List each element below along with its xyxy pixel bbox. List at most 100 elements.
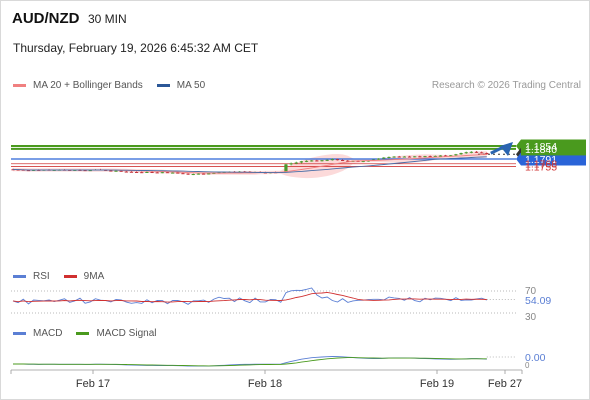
candle-body bbox=[83, 170, 87, 172]
rsi-legend: RSI 9MA bbox=[13, 271, 118, 282]
timeframe-label: 30 MIN bbox=[88, 12, 127, 26]
candle-body bbox=[88, 170, 92, 172]
rsi-line bbox=[12, 287, 487, 305]
candle-body bbox=[150, 171, 154, 173]
candle-body bbox=[119, 170, 123, 172]
candle-body bbox=[330, 159, 334, 161]
candle-body bbox=[346, 160, 350, 162]
candle-body bbox=[109, 170, 113, 172]
candle-body bbox=[196, 173, 200, 175]
macd-legend: MACD MACD Signal bbox=[13, 328, 170, 339]
candle-body bbox=[361, 161, 365, 163]
rsi-level-70-label: 70 bbox=[525, 286, 537, 297]
candle-body bbox=[335, 159, 340, 161]
level-tag-1-1791 bbox=[516, 152, 586, 166]
candle-body bbox=[325, 159, 329, 161]
legend-macd-signal: MACD Signal bbox=[76, 328, 156, 339]
rsi-ma-swatch bbox=[63, 275, 77, 278]
macd-legend-label: MACD bbox=[33, 328, 63, 339]
research-credit: Research © 2026 Trading Central bbox=[431, 80, 581, 91]
x-tick-label-2: Feb 19 bbox=[420, 378, 454, 390]
macd-zero-label: 0 bbox=[525, 361, 530, 370]
legend-bollinger: MA 20 + Bollinger Bands bbox=[13, 80, 143, 91]
legend-macd: MACD bbox=[13, 328, 62, 339]
candle-body bbox=[207, 173, 211, 175]
macd-signal-legend-label: MACD Signal bbox=[96, 328, 157, 339]
macd-signal-swatch bbox=[76, 332, 90, 335]
candle-body bbox=[356, 160, 360, 162]
candle-body bbox=[407, 156, 412, 158]
candle-body bbox=[181, 173, 185, 175]
candle-body bbox=[423, 156, 427, 158]
rsi-legend-label: RSI bbox=[33, 271, 50, 282]
candle-body bbox=[444, 155, 448, 157]
candle-body bbox=[449, 155, 453, 157]
datetime-label: Thursday, February 19, 2026 6:45:32 AM C… bbox=[13, 41, 259, 55]
candle-body bbox=[454, 154, 458, 156]
level-label-1-1768: 1.1768 bbox=[525, 159, 557, 171]
candle-body bbox=[304, 160, 309, 162]
candle-body bbox=[129, 171, 134, 173]
candle-body bbox=[474, 151, 479, 153]
candle-body bbox=[392, 156, 396, 158]
legend-rsi: RSI bbox=[13, 271, 50, 282]
ma50-legend-label: MA 50 bbox=[176, 80, 206, 91]
candle-body bbox=[469, 151, 473, 153]
candle-body bbox=[480, 152, 484, 154]
x-tick-label-1: Feb 18 bbox=[248, 378, 282, 390]
level-label-1-1791: 1.1791 bbox=[525, 154, 557, 166]
symbol-title: AUD/NZD bbox=[12, 10, 80, 27]
candle-body bbox=[459, 153, 463, 155]
candle-body bbox=[171, 172, 175, 174]
candle-body bbox=[140, 172, 144, 174]
legend-ma50: MA 50 bbox=[156, 80, 206, 91]
candle-body bbox=[382, 157, 386, 159]
candle-body bbox=[165, 172, 170, 174]
rsi-value-label: 54.09 bbox=[525, 295, 551, 307]
rsi-level-30-label: 30 bbox=[525, 312, 537, 323]
bollinger-band bbox=[13, 151, 487, 179]
forecast-arrow-shaft bbox=[490, 145, 504, 155]
candle-body bbox=[26, 170, 31, 172]
resistance-tag-block bbox=[521, 139, 586, 156]
rsi-swatch bbox=[13, 275, 26, 278]
macd-value-label: 0.00 bbox=[525, 352, 546, 364]
candle-body bbox=[315, 160, 319, 162]
candle-body bbox=[428, 156, 432, 158]
bollinger-legend-label: MA 20 + Bollinger Bands bbox=[33, 80, 143, 91]
candle-body bbox=[160, 172, 164, 174]
candle-body bbox=[310, 160, 314, 162]
candle-body bbox=[289, 163, 293, 165]
candle-body bbox=[438, 155, 443, 157]
candle-body bbox=[341, 160, 345, 162]
macd-swatch bbox=[13, 332, 26, 335]
candle-body bbox=[191, 174, 195, 176]
candle-body bbox=[186, 173, 190, 175]
candle-body bbox=[377, 158, 381, 160]
rsi-ma-legend-label: 9MA bbox=[83, 271, 105, 282]
candle-body bbox=[176, 172, 180, 174]
ma50-line bbox=[12, 156, 487, 174]
legend-rsi-ma: 9MA bbox=[63, 271, 105, 282]
resistance-label-1-1840: 1.1840 bbox=[525, 144, 557, 156]
candle-body bbox=[124, 171, 128, 173]
ma50-swatch bbox=[156, 84, 170, 87]
price-legend: MA 20 + Bollinger Bands MA 50 bbox=[13, 80, 219, 91]
candle-body bbox=[464, 152, 468, 154]
candle-body bbox=[485, 153, 489, 155]
candle-body bbox=[201, 173, 206, 175]
level-label-1-1755: 1.1755 bbox=[525, 161, 557, 173]
candle-body bbox=[222, 172, 226, 174]
candle-body bbox=[155, 172, 159, 174]
candle-body bbox=[413, 156, 417, 158]
candle-body bbox=[294, 162, 298, 164]
candle-body bbox=[387, 156, 391, 158]
candle-body bbox=[433, 155, 437, 157]
candle-body bbox=[402, 156, 406, 158]
macd-signal-line bbox=[13, 357, 487, 367]
candle-body bbox=[284, 164, 288, 172]
bollinger-swatch bbox=[13, 84, 26, 87]
candle-body bbox=[135, 171, 139, 173]
candle-body bbox=[114, 170, 118, 172]
